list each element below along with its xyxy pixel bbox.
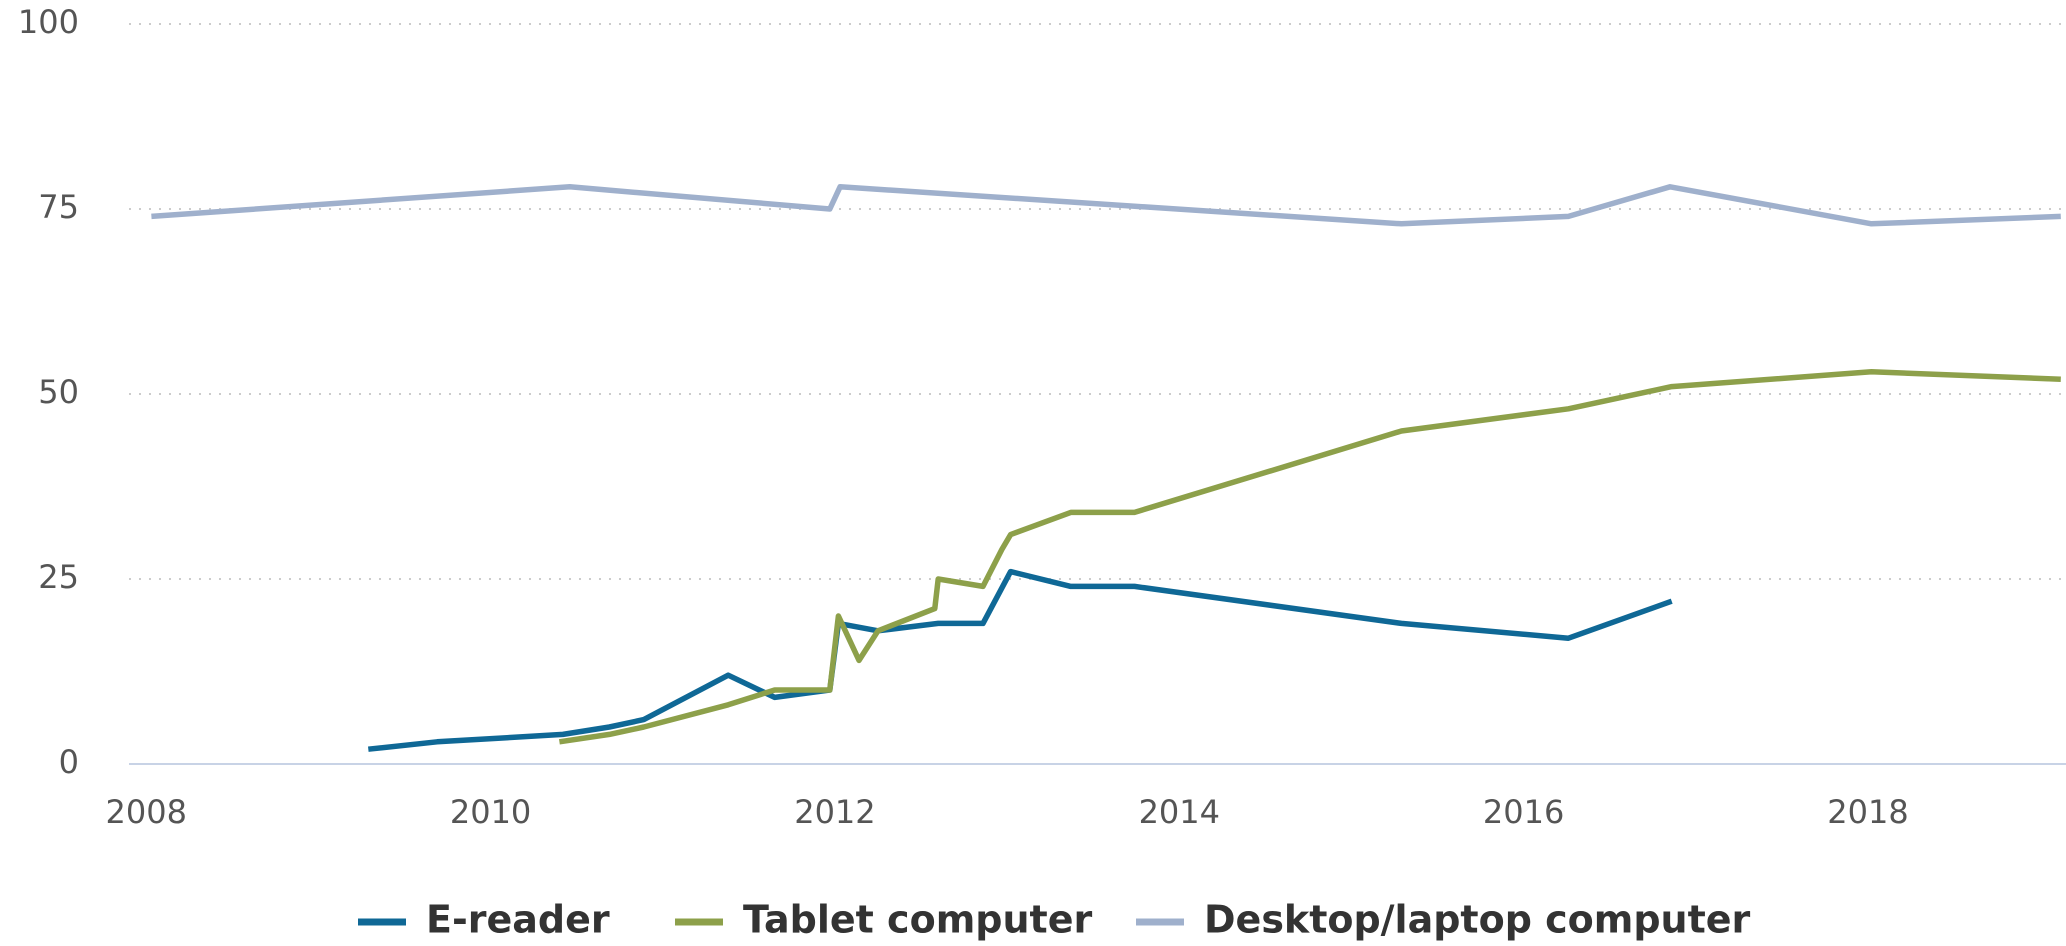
y-tick-label: 25 bbox=[38, 558, 79, 596]
x-tick-label: 2018 bbox=[1827, 793, 1908, 831]
series-line bbox=[558, 369, 2061, 745]
y-tick-label: 0 bbox=[59, 743, 79, 781]
x-tick-label: 2008 bbox=[105, 793, 186, 831]
y-tick-label: 50 bbox=[38, 373, 79, 411]
y-tick-label: 75 bbox=[38, 188, 79, 226]
y-tick-label: 100 bbox=[18, 3, 79, 41]
legend-label: Tablet computer bbox=[743, 898, 1092, 942]
legend-label: Desktop/laptop computer bbox=[1204, 898, 1751, 942]
legend-label: E-reader bbox=[426, 898, 610, 942]
series-line bbox=[151, 184, 2061, 227]
x-tick-label: 2016 bbox=[1483, 793, 1564, 831]
x-tick-label: 2012 bbox=[794, 793, 875, 831]
series-line bbox=[368, 568, 1673, 752]
x-tick-label: 2010 bbox=[450, 793, 531, 831]
x-tick-label: 2014 bbox=[1139, 793, 1220, 831]
